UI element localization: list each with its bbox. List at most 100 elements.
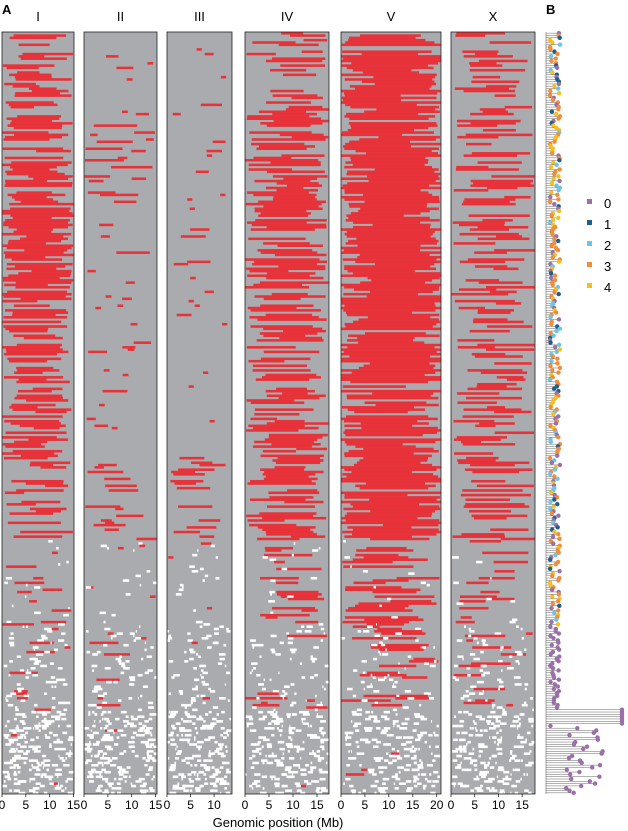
missing-genotype-segment <box>104 667 111 670</box>
swept-haplotype-block <box>28 175 73 178</box>
swept-haplotype-block <box>344 468 437 471</box>
missing-genotype-segment <box>271 733 275 737</box>
missing-genotype-segment <box>182 784 188 788</box>
swept-haplotype-block <box>344 198 440 201</box>
swept-haplotype-block <box>459 288 497 291</box>
missing-genotype-segment <box>405 780 412 783</box>
missing-genotype-segment <box>223 782 230 786</box>
x-tick-label: 5 <box>266 798 273 812</box>
swept-haplotype-block <box>199 535 215 538</box>
missing-genotype-segment <box>138 722 143 725</box>
swept-haplotype-block <box>341 43 441 47</box>
missing-genotype-segment <box>192 553 198 557</box>
dendrogram-tip <box>550 254 555 260</box>
missing-genotype-segment <box>192 715 197 719</box>
swept-haplotype-block <box>347 339 413 342</box>
missing-genotype-segment <box>199 664 207 668</box>
swept-haplotype-block <box>354 87 430 90</box>
swept-haplotype-block <box>272 57 326 60</box>
missing-genotype-segment <box>35 791 39 795</box>
missing-genotype-segment <box>104 745 112 749</box>
missing-genotype-segment <box>138 777 145 781</box>
missing-genotype-segment <box>224 683 226 686</box>
missing-genotype-segment <box>186 703 192 707</box>
dendrogram-tip <box>549 511 554 516</box>
swept-haplotype-block <box>247 482 316 485</box>
swept-haplotype-block <box>343 309 436 312</box>
missing-genotype-segment <box>177 782 180 786</box>
swept-haplotype-block <box>349 117 429 120</box>
missing-genotype-segment <box>479 773 483 776</box>
missing-genotype-segment <box>179 729 185 732</box>
missing-genotype-segment <box>12 731 17 735</box>
missing-genotype-segment <box>478 745 483 749</box>
swept-haplotype-block <box>453 189 489 192</box>
swept-haplotype-block <box>352 528 439 532</box>
dendrogram-tip <box>554 65 560 70</box>
missing-genotype-segment <box>138 715 145 719</box>
missing-genotype-segment <box>350 565 352 568</box>
missing-genotype-segment <box>13 773 18 776</box>
missing-genotype-segment <box>304 630 312 633</box>
dendrogram-tip <box>553 552 558 558</box>
swept-haplotype-block <box>348 38 426 42</box>
missing-genotype-segment <box>181 775 186 779</box>
missing-genotype-segment <box>262 761 265 765</box>
missing-genotype-segment <box>142 724 147 728</box>
missing-genotype-segment <box>326 752 329 755</box>
missing-genotype-segment <box>102 736 108 739</box>
missing-genotype-segment <box>254 773 256 776</box>
swept-haplotype-block <box>348 202 428 206</box>
swept-haplotype-block <box>362 193 433 197</box>
missing-genotype-segment <box>467 699 472 702</box>
swept-haplotype-block <box>20 237 68 241</box>
missing-genotype-segment <box>177 750 180 753</box>
missing-genotype-segment <box>96 650 101 654</box>
swept-haplotype-block <box>341 477 441 481</box>
missing-genotype-segment <box>379 604 382 608</box>
missing-genotype-segment <box>94 754 99 758</box>
swept-haplotype-block <box>341 327 441 331</box>
missing-genotype-segment <box>373 720 381 723</box>
missing-genotype-segment <box>513 676 521 679</box>
missing-genotype-segment <box>391 775 398 779</box>
missing-genotype-segment <box>349 784 354 788</box>
dendrogram-tip <box>550 70 555 75</box>
missing-genotype-segment <box>43 763 50 767</box>
missing-genotype-segment <box>373 717 378 721</box>
missing-genotype-segment <box>380 643 386 647</box>
swept-haplotype-block <box>264 546 294 550</box>
missing-genotype-segment <box>286 713 292 716</box>
missing-genotype-segment <box>203 720 206 723</box>
missing-genotype-segment <box>92 690 98 693</box>
missing-genotype-segment <box>203 766 211 769</box>
swept-haplotype-block <box>306 699 315 702</box>
missing-genotype-segment <box>405 763 412 767</box>
missing-genotype-segment <box>181 733 183 737</box>
missing-genotype-segment <box>313 754 320 758</box>
missing-genotype-segment <box>32 646 39 649</box>
swept-haplotype-block <box>496 235 522 238</box>
dendrogram-tip <box>595 737 601 742</box>
missing-genotype-segment <box>206 727 213 730</box>
missing-genotype-segment <box>276 763 280 767</box>
missing-genotype-segment <box>356 745 360 749</box>
missing-genotype-segment <box>90 729 92 732</box>
missing-genotype-segment <box>275 653 281 656</box>
missing-genotype-segment <box>407 697 415 700</box>
missing-genotype-segment <box>484 780 490 783</box>
missing-genotype-segment <box>51 715 57 719</box>
missing-genotype-segment <box>67 791 73 795</box>
missing-genotype-segment <box>97 787 101 790</box>
swept-haplotype-block <box>455 34 486 37</box>
missing-genotype-segment <box>103 761 110 765</box>
missing-genotype-segment <box>102 710 107 714</box>
swept-haplotype-block <box>283 177 318 181</box>
swept-haplotype-block <box>254 260 327 264</box>
swept-haplotype-block <box>262 473 316 476</box>
swept-haplotype-block <box>14 133 69 137</box>
swept-haplotype-block <box>351 470 412 474</box>
missing-genotype-segment <box>84 727 90 730</box>
missing-genotype-segment <box>359 763 362 767</box>
missing-genotype-segment <box>95 770 98 774</box>
